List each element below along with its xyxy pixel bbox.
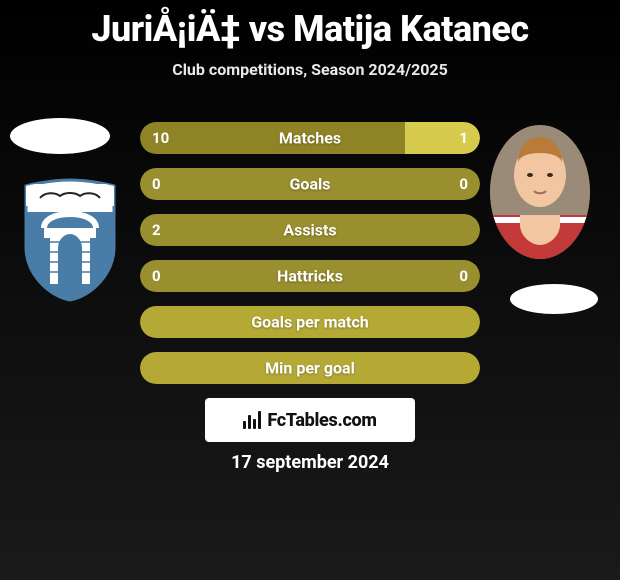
stat-value-right: 0	[459, 267, 468, 285]
stat-label: Assists	[140, 221, 480, 240]
stat-value-right: 0	[459, 175, 468, 193]
stat-label: Hattricks	[140, 267, 480, 286]
stat-row: Min per goal	[140, 352, 480, 384]
stat-row: Goals per match	[140, 306, 480, 338]
player-left-placeholder	[10, 118, 110, 154]
chart-icon	[243, 411, 261, 429]
stat-label: Matches	[140, 129, 480, 148]
stat-value-left: 2	[152, 221, 161, 239]
page-title: JuriÅ¡iÄ‡ vs Matija Katanec	[0, 0, 620, 50]
stat-value-left: 10	[152, 129, 169, 147]
stats-container: Matches101Goals00Assists2Hattricks00Goal…	[140, 122, 480, 398]
page-subtitle: Club competitions, Season 2024/2025	[0, 60, 620, 79]
fctables-text: FcTables.com	[267, 410, 376, 431]
stat-label: Min per goal	[140, 359, 480, 378]
stat-row: Matches10 1	[140, 122, 480, 154]
stat-row: Goals0 0	[140, 168, 480, 200]
player-right-placeholder	[510, 284, 598, 314]
stat-row: Hattricks0 0	[140, 260, 480, 292]
player-right-avatar	[490, 125, 590, 259]
stat-label: Goals	[140, 175, 480, 194]
stat-row: Assists2	[140, 214, 480, 246]
fctables-badge[interactable]: FcTables.com	[205, 398, 415, 442]
stat-value-right: 1	[459, 129, 468, 147]
stat-value-left: 0	[152, 175, 161, 193]
stat-label: Goals per match	[140, 313, 480, 332]
date-text: 17 september 2024	[0, 452, 620, 473]
stat-value-left: 0	[152, 267, 161, 285]
club-badge-left	[20, 178, 120, 302]
